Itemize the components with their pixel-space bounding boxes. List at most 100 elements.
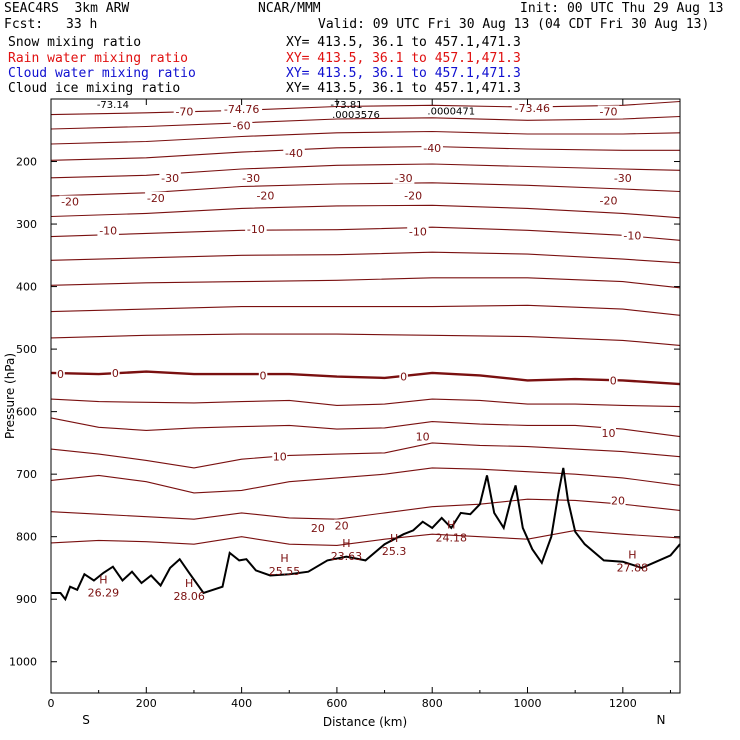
field-label-rain: Rain water mixing ratio: [8, 51, 189, 66]
field-label-cloud-water: Cloud water mixing ratio: [8, 66, 196, 81]
high-value-label: 25.55: [269, 565, 301, 578]
x-tick-label: 1000: [514, 697, 542, 710]
x-axis-left-end-label: S: [82, 713, 90, 727]
isotherm-line: [50, 398, 681, 408]
y-tick-label: 1000: [9, 656, 37, 669]
contour-label-bg: [240, 171, 262, 184]
field-xy-cloud-water: XY= 413.5, 36.1 to 457.1,471.3: [286, 66, 521, 81]
contour-label: 20: [611, 494, 625, 507]
x-tick-label: 800: [422, 697, 443, 710]
contour-label-bg: [258, 369, 268, 382]
contour-label: -70: [600, 106, 618, 119]
contour-label: -30: [395, 172, 413, 185]
fcst-label: Fcst:: [4, 17, 44, 32]
x-tick-label: 400: [231, 697, 252, 710]
isotherm-line: [50, 145, 680, 161]
contour-label-bg: [597, 105, 620, 118]
center-title: NCAR/MMM: [258, 1, 321, 16]
y-tick-label: 200: [16, 156, 37, 169]
field-label-snow: Snow mixing ratio: [8, 35, 142, 50]
high-value-label: 25.3: [382, 545, 407, 558]
isotherm-line: [50, 226, 681, 241]
contour-label-bg: [334, 519, 350, 532]
plot-frame: [50, 98, 681, 694]
contour-label: -20: [147, 192, 165, 205]
contour-label: 20: [335, 519, 349, 532]
x-tick-label: 0: [48, 697, 55, 710]
high-marker: H: [280, 552, 288, 565]
contour-label-bg: [56, 368, 65, 381]
contour-label: -20: [600, 194, 618, 207]
contour-label: 10: [416, 431, 430, 444]
terrain-line: [51, 467, 681, 602]
contour-label-bg: [621, 229, 644, 242]
isotherm-line: [50, 304, 681, 316]
contour-label: 10: [602, 427, 616, 440]
isotherm-line: [50, 130, 681, 145]
high-marker: H: [390, 532, 398, 545]
contour-label: -10: [623, 229, 641, 242]
contour-label-bg: [609, 374, 618, 387]
y-tick-label: 500: [16, 343, 37, 356]
contour-label: -73.46: [515, 102, 550, 115]
contour-label: -60: [233, 119, 251, 132]
field-label-cloud-ice: Cloud ice mixing ratio: [8, 81, 181, 96]
contour-label: -30: [242, 172, 260, 185]
contour-label: -10: [409, 226, 427, 239]
x-axis-right-end-label: N: [657, 713, 666, 727]
contour-label-bg: [159, 171, 181, 184]
terrain-layer: [51, 467, 681, 602]
contour-label-bg: [97, 224, 119, 237]
contour-label: -10: [247, 223, 265, 236]
y-tick-label: 600: [16, 406, 37, 419]
y-axis-title: Pressure (hPa): [3, 353, 17, 439]
contour-label-bg: [245, 223, 267, 236]
contour-label-bg: [610, 494, 626, 507]
x-tick-label: 1200: [609, 697, 637, 710]
isotherm-line: [50, 467, 681, 494]
contour-label-bg: [283, 146, 305, 159]
contour-label: -20: [404, 189, 422, 202]
fcst-value: 33 h: [66, 17, 98, 32]
isotherm-line: [50, 498, 681, 520]
high-marker: H: [99, 573, 107, 586]
axis-layer: 0 200 400 600 800 1000 12002003004005006007008…: [9, 99, 680, 710]
left-title: SEAC4RS 3km ARW: [4, 1, 130, 16]
isotherm-line: [50, 115, 681, 130]
valid-time: Valid: 09 UTC Fri 30 Aug 13 (04 CDT Fri …: [318, 17, 710, 32]
isotherm-line: [50, 277, 681, 289]
isotherm-line: [50, 529, 681, 546]
contour-label: -40: [423, 142, 441, 155]
y-tick-label: 700: [16, 468, 37, 481]
init-time: Init: 00 UTC Thu 29 Aug 13: [520, 1, 724, 16]
contour-label-bg: [407, 225, 429, 238]
contour-label-bg: [597, 194, 620, 207]
contour-label: -20: [61, 196, 79, 209]
y-tick-label: 800: [16, 531, 37, 544]
contour-label: 10: [273, 451, 287, 464]
contour-label-bg: [612, 171, 634, 184]
contour-label: -30: [161, 172, 179, 185]
contour-label: -20: [256, 189, 274, 202]
field-extreme-label: -73.81: [330, 100, 362, 111]
contour-label-bg: [392, 171, 415, 184]
contour-label-bg: [601, 426, 617, 439]
isotherm-line: [50, 251, 681, 264]
contour-label-bg: [415, 430, 431, 443]
contour-label-bg: [399, 370, 408, 383]
contour-label: -40: [285, 147, 303, 160]
y-tick-label: 400: [16, 281, 37, 294]
field-xy-snow: XY= 413.5, 36.1 to 457.1,471.3: [286, 35, 521, 50]
isotherm-line: [50, 370, 681, 386]
high-value-label: 28.06: [173, 590, 205, 603]
contour-label-bg: [421, 141, 443, 154]
contour-label-bg: [402, 189, 424, 202]
isotherm-layer: [50, 100, 681, 546]
contour-label-bg: [254, 189, 277, 202]
field-xy-rain: XY= 413.5, 36.1 to 457.1,471.3: [286, 51, 521, 66]
high-marker: H: [185, 577, 193, 590]
contour-label-layer: -74.76 -73.46 -70 -70 -60 -40 -40 -30 -30 -30 -30 -…: [56, 100, 648, 603]
field-extreme-label: .0003576: [332, 110, 380, 121]
contour-label-bg: [59, 195, 81, 208]
contour-label: 0: [610, 374, 617, 387]
